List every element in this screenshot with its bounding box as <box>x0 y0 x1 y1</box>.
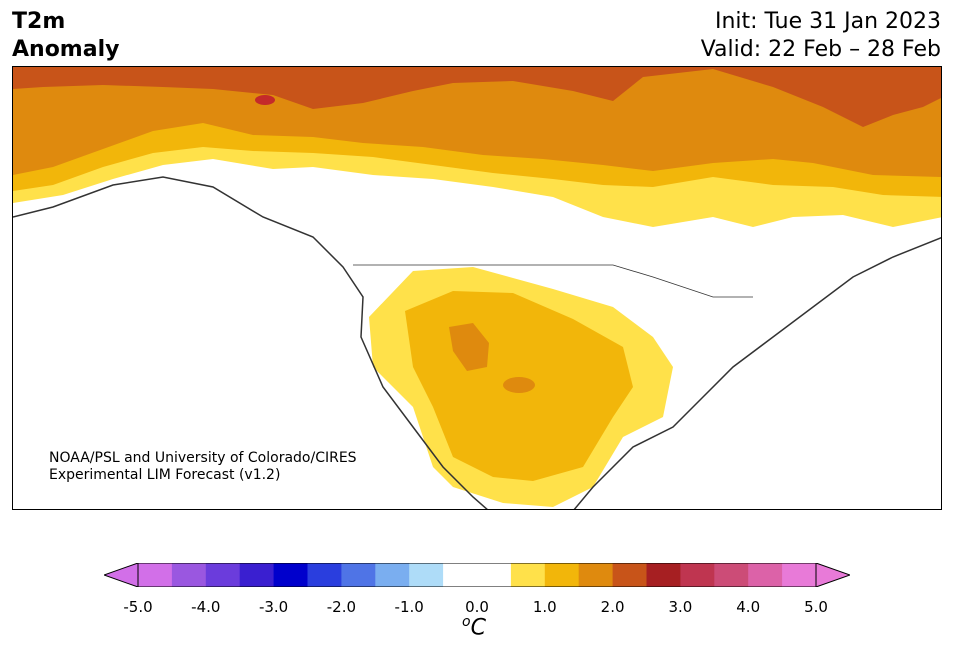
unit-sup: o <box>462 614 471 630</box>
map-canvas <box>13 67 941 509</box>
anomaly-shade-south-3c-small <box>503 377 535 393</box>
legend-bin <box>544 563 580 587</box>
us-canada-border <box>353 264 753 298</box>
legend-tick-label: 5.0 <box>804 598 828 616</box>
legend-extend-low <box>104 563 139 587</box>
legend-bin <box>748 563 783 587</box>
legend-bin <box>341 563 376 587</box>
legend-unit: oC <box>462 614 486 640</box>
legend-tick-label: 2.0 <box>600 598 625 616</box>
legend-tick-label: 1.0 <box>532 598 557 616</box>
legend-bin <box>138 563 173 587</box>
anomaly-peak-canada <box>255 95 275 105</box>
anomaly-map <box>12 66 942 510</box>
credit-line-1: NOAA/PSL and University of Colorado/CIRE… <box>49 450 357 466</box>
anomaly-shade-south-3c <box>449 323 489 371</box>
legend-bin <box>205 563 241 587</box>
date-info: Init: Tue 31 Jan 2023 Valid: 22 Feb – 28… <box>701 8 941 64</box>
legend-bin <box>307 563 342 587</box>
legend-tick-label: -3.0 <box>258 598 289 616</box>
credit-line-2: Experimental LIM Forecast (v1.2) <box>49 467 281 483</box>
legend-bin <box>510 563 546 587</box>
init-date: Init: Tue 31 Jan 2023 <box>714 9 941 34</box>
valid-date-range: Valid: 22 Feb – 28 Feb <box>700 37 941 62</box>
legend-bin <box>646 563 681 587</box>
color-legend <box>104 563 850 587</box>
legend-bin <box>239 563 275 587</box>
coastline <box>13 176 941 509</box>
legend-bin <box>375 563 410 587</box>
anomaly-shade-north-3c <box>13 67 941 177</box>
legend-tick-label: -4.0 <box>191 598 221 616</box>
legend-tick-label: -5.0 <box>123 598 153 616</box>
title-line-2: Anomaly <box>12 37 120 62</box>
legend-tick-label: 4.0 <box>736 598 761 616</box>
unit-base: C <box>470 615 486 641</box>
legend-bin <box>171 563 207 587</box>
map-title: T2m Anomaly <box>12 8 119 64</box>
anomaly-shade-north-4c <box>13 67 941 127</box>
credit-text: NOAA/PSL and University of Colorado/CIRE… <box>49 450 357 484</box>
legend-bin <box>714 563 749 587</box>
legend-bin <box>612 563 647 587</box>
legend-bin <box>409 563 444 587</box>
legend-bin <box>680 563 715 587</box>
legend-tick-label: -1.0 <box>394 598 424 616</box>
title-line-1: T2m <box>12 9 66 34</box>
legend-frame <box>137 563 817 587</box>
legend-tick-label: 0.0 <box>465 598 489 616</box>
legend-extend-high <box>815 563 850 587</box>
legend-bin <box>578 563 614 587</box>
legend-bin <box>273 563 308 587</box>
legend-bin <box>782 563 817 587</box>
legend-tick-label: 3.0 <box>668 598 693 616</box>
legend-bin <box>443 563 478 587</box>
legend-bin <box>477 563 512 587</box>
legend-tick-label: -2.0 <box>326 598 357 616</box>
